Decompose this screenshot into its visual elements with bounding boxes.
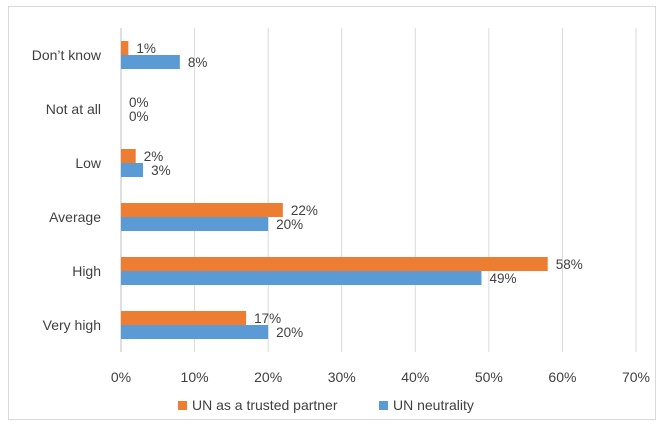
category-label: Low [75, 155, 102, 171]
legend-label: UN as a trusted partner [192, 397, 338, 413]
legend-label: UN neutrality [393, 397, 474, 413]
legend-swatch [178, 401, 187, 410]
category-label: Average [49, 209, 101, 225]
x-tick-label: 50% [475, 369, 503, 385]
x-tick-label: 60% [548, 369, 576, 385]
data-label: 22% [291, 203, 318, 218]
data-label: 20% [276, 325, 303, 340]
bar-neutrality [121, 55, 180, 69]
data-label: 20% [276, 217, 303, 232]
bar-trusted-partner [121, 311, 247, 325]
x-tick-label: 0% [111, 369, 131, 385]
data-label: 1% [136, 41, 156, 56]
x-tick-label: 70% [622, 369, 650, 385]
data-label: 2% [144, 149, 164, 164]
bar-neutrality [121, 271, 482, 285]
bar-trusted-partner [121, 257, 548, 271]
chart-frame [8, 6, 656, 420]
data-label: 58% [556, 257, 583, 272]
x-tick-label: 20% [254, 369, 282, 385]
x-tick-label: 30% [328, 369, 356, 385]
data-label: 0% [129, 109, 149, 124]
legend-swatch [379, 401, 388, 410]
bar-trusted-partner [121, 41, 129, 55]
x-tick-label: 10% [181, 369, 209, 385]
x-tick-label: 40% [401, 369, 429, 385]
bar-neutrality [121, 325, 269, 339]
data-label: 0% [129, 95, 149, 110]
bar-neutrality [121, 217, 269, 231]
data-label: 49% [490, 271, 517, 286]
bar-neutrality [121, 163, 144, 177]
category-label: Very high [43, 317, 101, 333]
data-label: 17% [254, 311, 281, 326]
bar-trusted-partner [121, 203, 283, 217]
data-label: 3% [151, 163, 171, 178]
data-label: 8% [188, 55, 208, 70]
category-label: Not at all [46, 101, 101, 117]
category-label: Don’t know [32, 47, 102, 63]
category-label: High [72, 263, 101, 279]
bar-trusted-partner [121, 149, 136, 163]
